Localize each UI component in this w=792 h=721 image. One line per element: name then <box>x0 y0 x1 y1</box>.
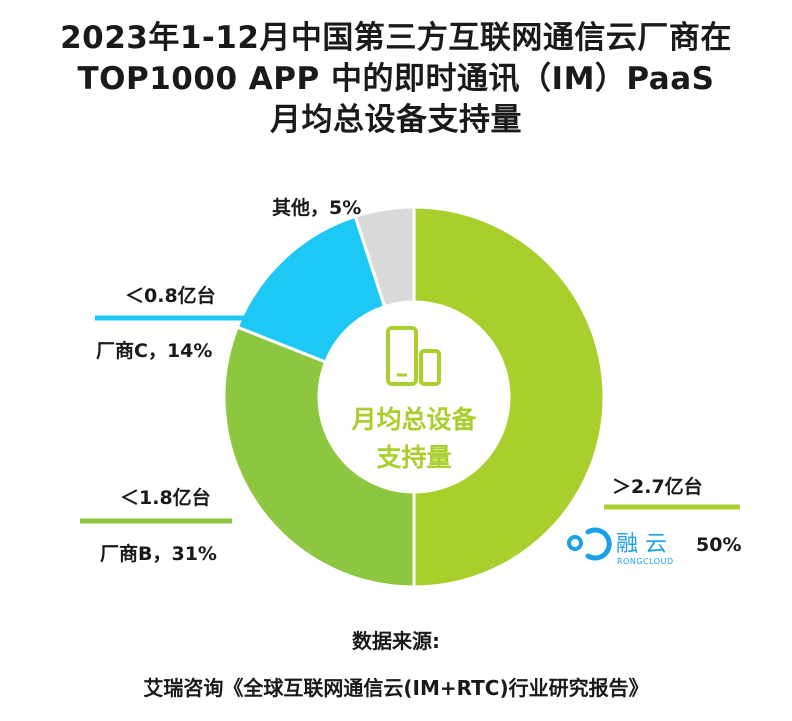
phone-icon <box>386 326 418 386</box>
label-vendor-b: 厂商B，31% <box>100 542 217 565</box>
chart-title: 2023年1-12月中国第三方互联网通信云厂商在 TOP1000 APP 中的即… <box>0 18 792 141</box>
center-label-line-1: 月均总设备 <box>350 405 477 434</box>
rongcloud-logo-icon <box>567 535 583 551</box>
title-line-2: TOP1000 APP 中的即时通讯（IM）PaaS <box>77 61 715 97</box>
tablet-icon <box>419 349 441 386</box>
donut-slice-1 <box>222 325 416 589</box>
source-text: 艾瑞咨询《全球互联网通信云(IM+RTC)行业研究报告》 <box>143 676 649 700</box>
label-other: 其他，5% <box>272 196 361 219</box>
rongcloud-logo-arc-icon <box>585 527 612 561</box>
brand-name: 融 云 <box>616 532 667 557</box>
brand-sub: RONGCLOUD <box>617 557 674 566</box>
donut-slice-3 <box>353 205 416 309</box>
donut-slice-0 <box>412 205 606 589</box>
center-label-line-2: 支持量 <box>376 443 451 472</box>
percent-label-rongcloud: 50% <box>696 534 741 556</box>
device-label-vendor-c: ＜0.8亿台 <box>125 284 216 307</box>
label-vendor-c: 厂商C，14% <box>96 339 212 362</box>
title-line-1: 2023年1-12月中国第三方互联网通信云厂商在 <box>60 20 732 56</box>
source-label: 数据来源: <box>352 629 440 653</box>
device-label-rongcloud: ＞2.7亿台 <box>612 475 703 498</box>
device-label-vendor-b: ＜1.8亿台 <box>120 486 211 509</box>
title-line-3: 月均总设备支持量 <box>270 102 522 138</box>
